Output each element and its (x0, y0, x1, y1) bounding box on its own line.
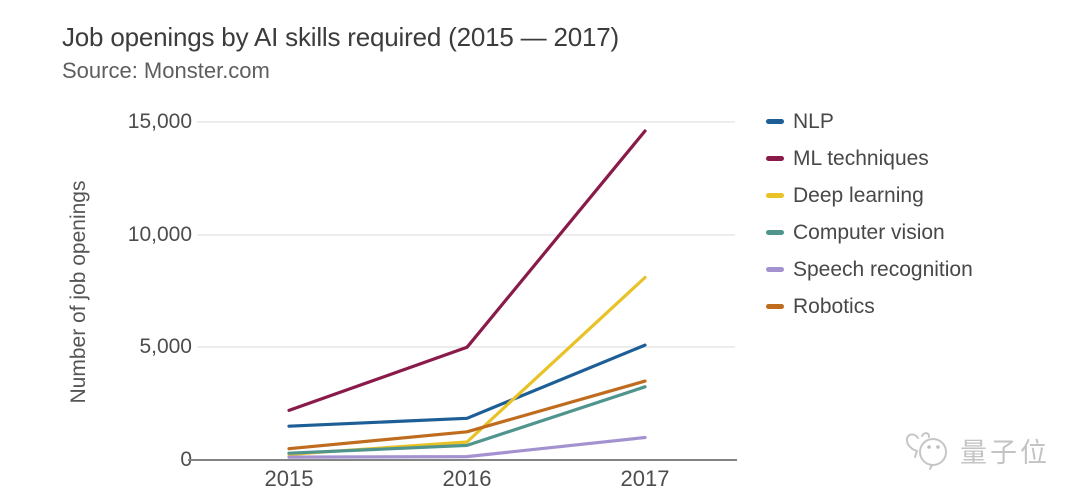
legend-item-speech-recognition: Speech recognition (766, 259, 973, 280)
legend-item-nlp: NLP (766, 111, 973, 132)
x-tick-2017: 2017 (620, 466, 670, 491)
legend-swatch-nlp (766, 119, 784, 124)
legend-item-ml-techniques: ML techniques (766, 148, 973, 169)
y-tick-0: 0 (180, 448, 192, 471)
chart-source: Source: Monster.com (62, 58, 270, 83)
legend-label-deep-learning: Deep learning (793, 184, 924, 207)
series-line-ml-techniques (287, 129, 647, 412)
legend-label-speech-recognition: Speech recognition (793, 258, 973, 281)
legend-swatch-computer-vision (766, 230, 784, 235)
series-line-robotics (287, 379, 647, 451)
series-line-speech-recognition (287, 435, 647, 459)
chart-title: Job openings by AI skills required (2015… (62, 22, 619, 52)
x-tick-2016: 2016 (442, 466, 492, 491)
gridlines (197, 121, 735, 348)
legend-swatch-robotics (766, 304, 784, 309)
qbitai-mascot-icon (905, 432, 947, 470)
y-tick-5000: 5,000 (139, 335, 192, 358)
legend-label-robotics: Robotics (793, 295, 875, 318)
legend-item-robotics: Robotics (766, 296, 973, 317)
legend-swatch-deep-learning (766, 193, 784, 198)
legend-label-computer-vision: Computer vision (793, 221, 945, 244)
watermark: 量子位 (902, 428, 1050, 472)
series-line-computer-vision (287, 385, 647, 455)
series-line-nlp (287, 343, 647, 428)
legend-swatch-ml-techniques (766, 156, 784, 161)
legend-label-ml-techniques: ML techniques (793, 147, 929, 170)
legend-item-computer-vision: Computer vision (766, 222, 973, 243)
watermark-text: 量子位 (960, 437, 1050, 468)
legend-swatch-speech-recognition (766, 267, 784, 272)
legend-label-nlp: NLP (793, 110, 834, 133)
y-tick-10000: 10,000 (127, 223, 192, 246)
legend: NLP ML techniques Deep learning Computer… (766, 111, 973, 317)
y-tick-15000: 15,000 (127, 110, 192, 133)
legend-item-deep-learning: Deep learning (766, 185, 973, 206)
x-tick-2015: 2015 (264, 466, 314, 491)
series-lines (287, 129, 647, 459)
